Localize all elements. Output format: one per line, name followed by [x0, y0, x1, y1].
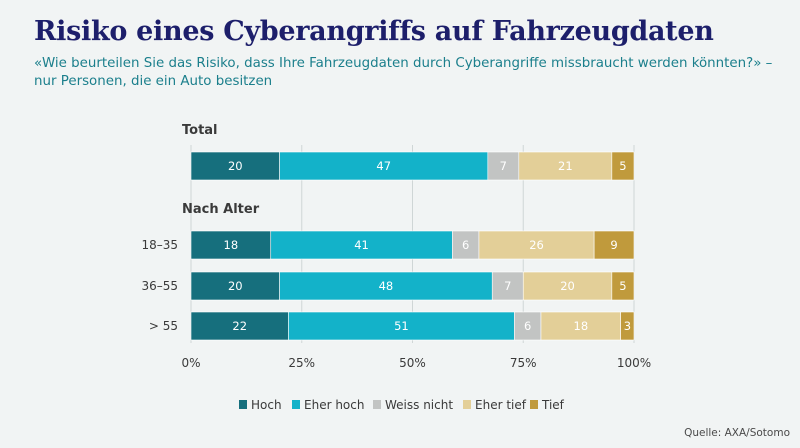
chart-subtitle: «Wie beurteilen Sie das Risiko, dass Ihr… — [34, 56, 773, 89]
data-label: 5 — [619, 159, 626, 173]
data-label: 47 — [376, 159, 391, 173]
data-label: 18 — [574, 319, 589, 333]
category-label: > 55 — [149, 319, 178, 333]
bar-segment — [518, 151, 613, 181]
data-label: 51 — [394, 319, 409, 333]
x-tick-label: 75% — [510, 356, 537, 370]
category-label: 36–55 — [141, 279, 178, 293]
bar-segment — [611, 271, 635, 301]
legend-swatch — [292, 400, 300, 409]
data-label: 22 — [232, 319, 247, 333]
bar-segment — [190, 311, 289, 341]
x-tick-label: 50% — [399, 356, 426, 370]
data-label: 6 — [462, 238, 469, 252]
legend-label: Hoch — [251, 398, 282, 412]
data-label: 48 — [379, 279, 394, 293]
data-label: 7 — [504, 279, 511, 293]
data-label: 21 — [558, 159, 573, 173]
data-label: 41 — [354, 238, 369, 252]
data-label: 3 — [624, 319, 631, 333]
bar-segment — [190, 230, 272, 260]
data-label: 6 — [524, 319, 531, 333]
bar-segment — [279, 271, 493, 301]
x-tick-label: 100% — [617, 356, 651, 370]
bar-segment — [478, 230, 595, 260]
bar-segment — [522, 271, 613, 301]
legend-swatch — [239, 400, 247, 409]
bar-segment — [620, 311, 635, 341]
legend-swatch — [463, 400, 471, 409]
data-label: 9 — [610, 238, 617, 252]
legend-label: Weiss nicht — [385, 398, 453, 412]
x-tick-label: 0% — [181, 356, 200, 370]
legend-label: Eher hoch — [304, 398, 364, 412]
bar-segment — [270, 230, 453, 260]
legend-swatch — [373, 400, 381, 409]
data-label: 20 — [228, 279, 243, 293]
bar-segment — [279, 151, 489, 181]
source-note: Quelle: AXA/Sotomo — [684, 427, 790, 439]
data-label: 5 — [619, 279, 626, 293]
bar-segment — [514, 311, 542, 341]
category-label: 18–35 — [141, 238, 178, 252]
bar-segment — [593, 230, 635, 260]
bar-segment — [491, 271, 524, 301]
bar-segment — [487, 151, 520, 181]
data-label: 7 — [500, 159, 507, 173]
group-label: Nach Alter — [182, 202, 260, 217]
x-tick-label: 25% — [288, 356, 315, 370]
group-label: Total — [182, 123, 218, 138]
legend-label: Eher tief — [475, 398, 527, 412]
bar-segment — [190, 151, 280, 181]
data-label: 20 — [560, 279, 575, 293]
legend-label: Tief — [541, 398, 565, 412]
bar-segment — [611, 151, 635, 181]
bar-segment — [452, 230, 480, 260]
legend-swatch — [530, 400, 538, 409]
bar-segment — [190, 271, 280, 301]
data-label: 20 — [228, 159, 243, 173]
bar-segment — [288, 311, 515, 341]
chart-title: Risiko eines Cyberangriffs auf Fahrzeugd… — [34, 16, 714, 47]
bar-segment — [540, 311, 622, 341]
data-label: 26 — [529, 238, 544, 252]
data-label: 18 — [224, 238, 239, 252]
